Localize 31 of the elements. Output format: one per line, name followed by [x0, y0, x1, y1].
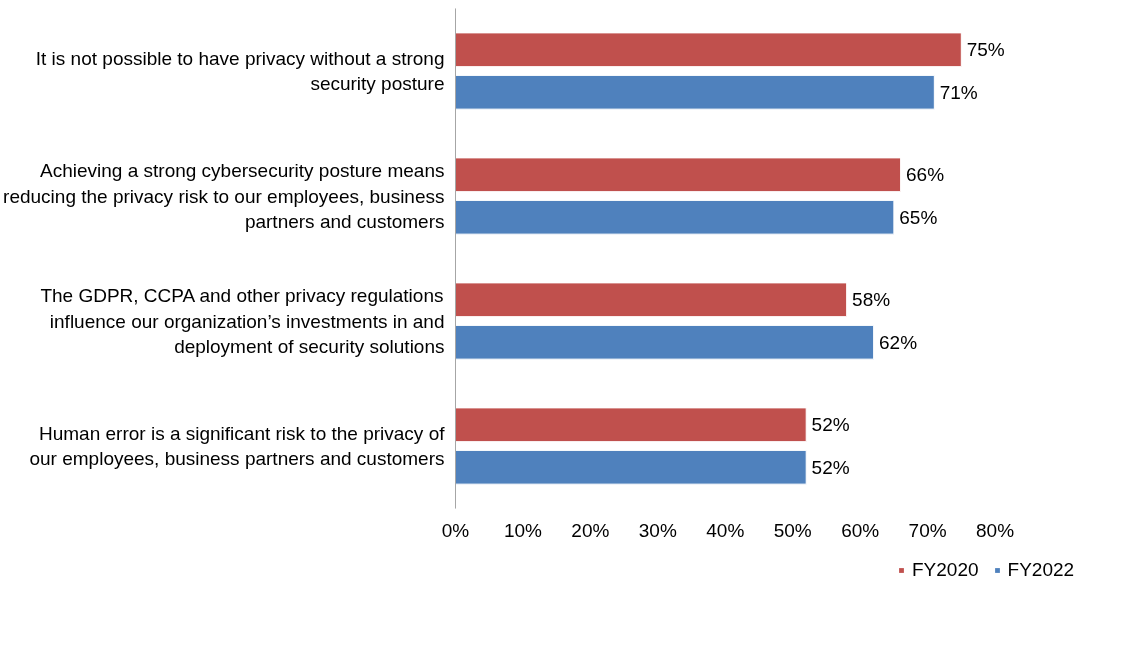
x-tick-label: 60% [841, 519, 880, 541]
bar [455, 324, 875, 360]
bar [455, 407, 807, 443]
data-label: 66% [906, 164, 945, 186]
bar [455, 74, 935, 110]
x-tick-label: 0% [441, 519, 470, 541]
x-tick-label: 10% [503, 519, 543, 541]
data-label: 62% [879, 331, 918, 353]
x-tick-label: 40% [706, 519, 745, 541]
y-tick-label: Human error is a significant risk to the privacy of our employees, business partners and customers [29, 422, 446, 470]
x-tick-label: 30% [638, 519, 677, 541]
bar [455, 449, 807, 485]
data-label: 65% [899, 206, 938, 228]
y-tick-label: The GDPR, CCPA and other privacy regulations influence our organization’s investments in and deployment of security solutions [40, 285, 445, 357]
bar [455, 32, 962, 68]
data-label: 58% [852, 289, 891, 311]
x-tick-label: 50% [773, 519, 812, 541]
x-tick-label: 80% [976, 519, 1015, 541]
legend-label: FY2022 [1007, 559, 1075, 581]
y-tick-label: It is not possible to have privacy without a strong security posture [35, 47, 445, 95]
bar [455, 199, 895, 235]
bar [455, 282, 848, 318]
x-tick-label: 70% [908, 519, 947, 541]
bar [455, 157, 902, 193]
legend-label: FY2020 [912, 559, 979, 581]
data-label: 71% [939, 81, 978, 103]
y-tick-label: Achieving a strong cybersecurity posture means reducing the privacy risk to our employees, business partners and customers [3, 160, 445, 232]
data-label: 52% [811, 414, 850, 436]
data-label: 75% [966, 39, 1005, 61]
data-label: 52% [811, 456, 850, 478]
x-tick-label: 20% [571, 519, 610, 541]
